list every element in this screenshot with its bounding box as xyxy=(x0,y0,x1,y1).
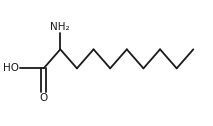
Text: NH₂: NH₂ xyxy=(50,22,70,32)
Text: HO: HO xyxy=(3,63,19,73)
Text: O: O xyxy=(40,93,48,103)
